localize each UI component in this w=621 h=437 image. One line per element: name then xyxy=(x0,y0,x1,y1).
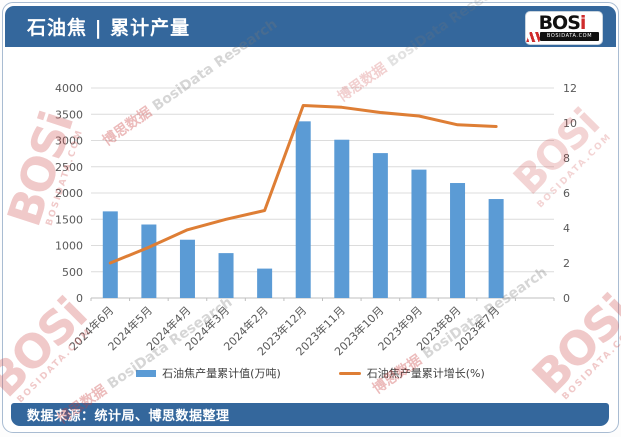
left-axis-tick-label: 1500 xyxy=(55,213,83,226)
chart-legend: 石油焦产量累计值(万吨) 石油焦产量累计增长(%) xyxy=(3,364,618,382)
bar-2024年6月 xyxy=(102,211,118,298)
bar-2024年5月 xyxy=(141,224,157,298)
data-source-text: 数据来源：统计局、博思数据整理 xyxy=(27,409,230,424)
bosi-logo-wordmark: BOSi xyxy=(526,12,598,34)
page-title: 石油焦 | 累计产量 xyxy=(27,17,191,39)
bar-2024年2月 xyxy=(257,268,273,298)
bar-2023年11月 xyxy=(334,139,350,298)
right-axis-tick-label: 6 xyxy=(563,187,570,200)
logo-text-bos: BOS xyxy=(538,12,581,34)
bar-2023年8月 xyxy=(450,183,466,298)
left-axis-tick-label: 1000 xyxy=(55,240,83,253)
right-axis-tick-label: 12 xyxy=(563,82,577,95)
chart-card: 石油焦 | 累计产量 BOSi BOSIDATA.COM 0 500 1000 150… xyxy=(2,2,619,433)
right-axis-tick-label: 10 xyxy=(563,117,577,130)
left-axis-tick-label: 3500 xyxy=(55,108,83,121)
legend-bar-swatch xyxy=(136,369,157,377)
left-axis-tick-label: 3000 xyxy=(55,135,83,148)
header-bar: 石油焦 | 累计产量 BOSi BOSIDATA.COM xyxy=(5,6,616,47)
right-axis-tick-label: 0 xyxy=(563,292,570,305)
right-axis-tick-label: 8 xyxy=(563,152,570,165)
right-axis-tick-label: 2 xyxy=(563,257,570,270)
logo-text-i: i xyxy=(579,12,586,34)
right-axis-tick-label: 4 xyxy=(563,222,570,235)
combo-chart: 0 500 1000 1500 2000 2500 3000 3500 4000 0 2 4 6 8 10 1… xyxy=(55,82,577,358)
bosi-logo: BOSi BOSIDATA.COM xyxy=(525,11,603,45)
bar-2023年7月 xyxy=(488,199,504,298)
left-axis-tick-label: 0 xyxy=(76,292,83,305)
legend-item-bar-series: 石油焦产量累计值(万吨) xyxy=(136,365,281,381)
bar-2024年4月 xyxy=(179,239,195,298)
left-axis-tick-label: 4000 xyxy=(55,82,83,95)
legend-line-label: 石油焦产量累计增长(%) xyxy=(366,367,485,380)
bar-2023年9月 xyxy=(411,169,427,298)
footer-bar: 数据来源：统计局、博思数据整理 xyxy=(11,403,609,426)
legend-bar-label: 石油焦产量累计值(万吨) xyxy=(162,367,281,380)
left-axis-tick-label: 500 xyxy=(62,266,83,279)
left-axis-tick-label: 2500 xyxy=(55,161,83,174)
bar-2024年3月 xyxy=(218,253,234,298)
legend-line-swatch xyxy=(338,371,361,375)
growth-line xyxy=(108,104,498,265)
left-axis-tick-label: 2000 xyxy=(55,187,83,200)
bar-2023年12月 xyxy=(295,121,311,299)
bar-2023年10月 xyxy=(372,153,388,298)
legend-item-line-series: 石油焦产量累计增长(%) xyxy=(338,365,485,381)
logo-site-text: BOSIDATA.COM xyxy=(540,32,599,41)
